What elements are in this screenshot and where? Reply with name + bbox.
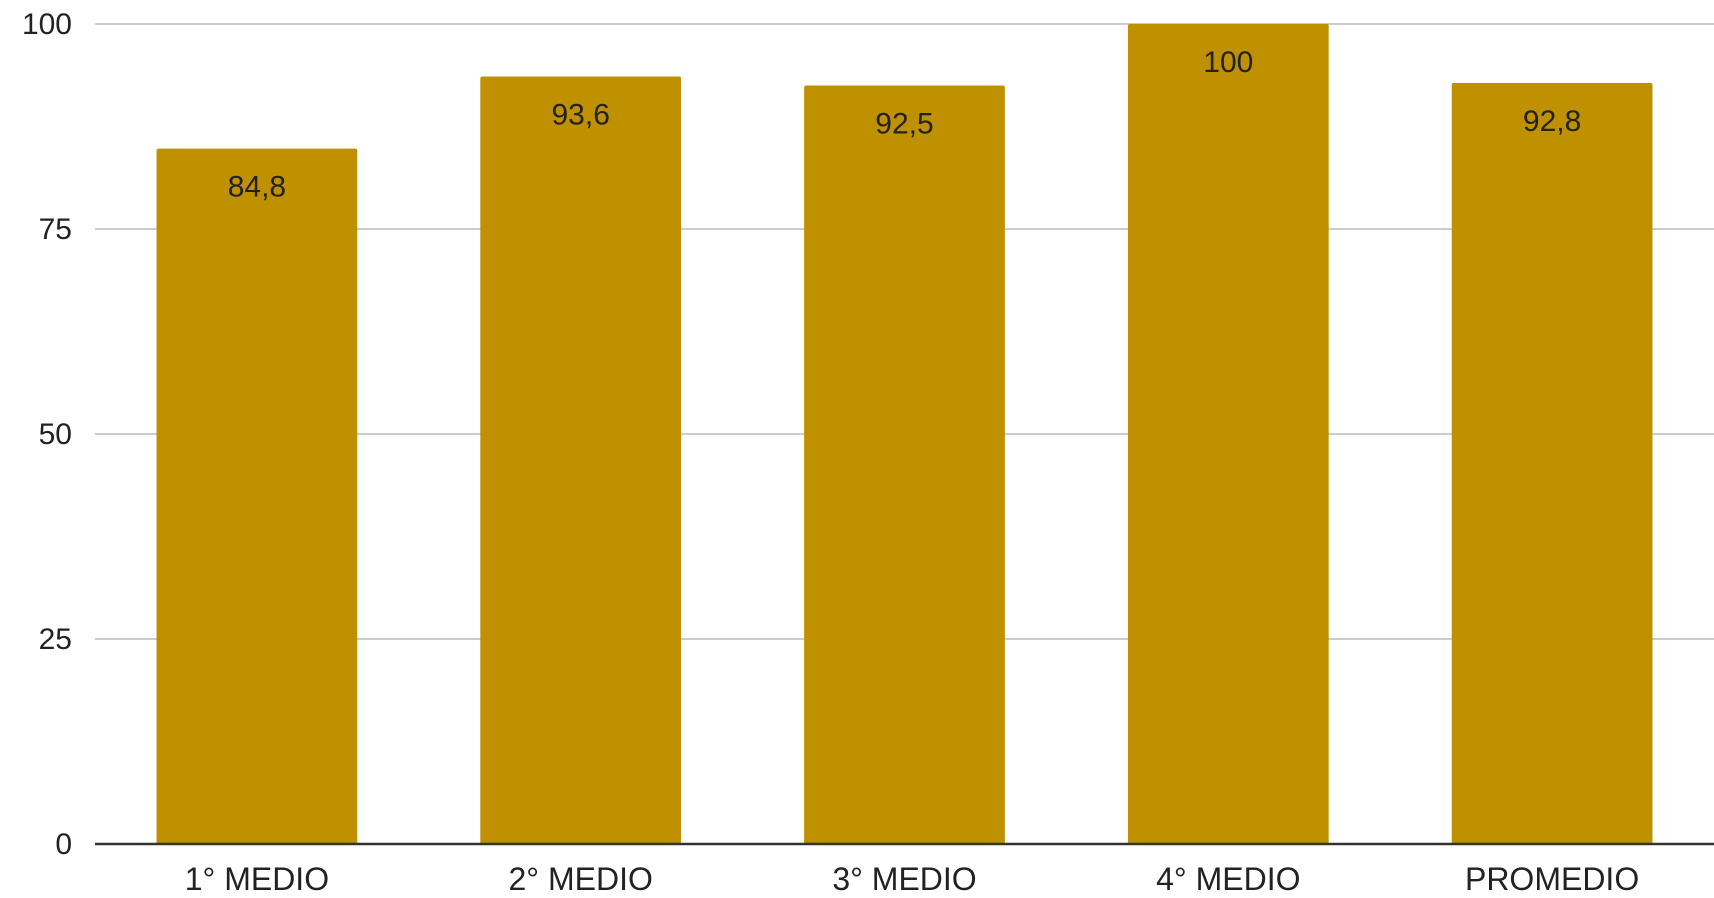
- bar-value-label: 92,8: [1523, 105, 1581, 138]
- category-label: 1° MEDIO: [185, 861, 329, 897]
- bars: [156, 24, 1653, 845]
- bar-value-label: 93,6: [552, 98, 610, 131]
- category-label: PROMEDIO: [1465, 861, 1639, 897]
- bar-value-label: 92,5: [875, 108, 933, 141]
- y-tick-label: 75: [39, 213, 72, 246]
- y-tick-label: 25: [39, 623, 72, 656]
- y-axis-ticks: 0 25 50 75 100: [22, 8, 72, 861]
- bar: [1127, 24, 1329, 844]
- category-label: 3° MEDIO: [832, 861, 976, 897]
- bar-value-label: 84,8: [228, 171, 286, 204]
- bar: [156, 148, 358, 844]
- bar: [804, 85, 1005, 844]
- bar-value-label: 100: [1203, 46, 1253, 79]
- bar: [1451, 83, 1653, 845]
- y-tick-label: 100: [22, 8, 72, 41]
- bar: [480, 76, 682, 845]
- x-axis-categories: 1° MEDIO 2° MEDIO 3° MEDIO 4° MEDIO PROMEDIO: [185, 861, 1640, 897]
- category-label: 4° MEDIO: [1156, 861, 1300, 897]
- y-tick-label: 0: [55, 828, 72, 861]
- data-labels: 84,8 93,6 92,5 100 92,8: [228, 46, 1582, 204]
- y-tick-label: 50: [39, 418, 72, 451]
- category-label: 2° MEDIO: [509, 861, 653, 897]
